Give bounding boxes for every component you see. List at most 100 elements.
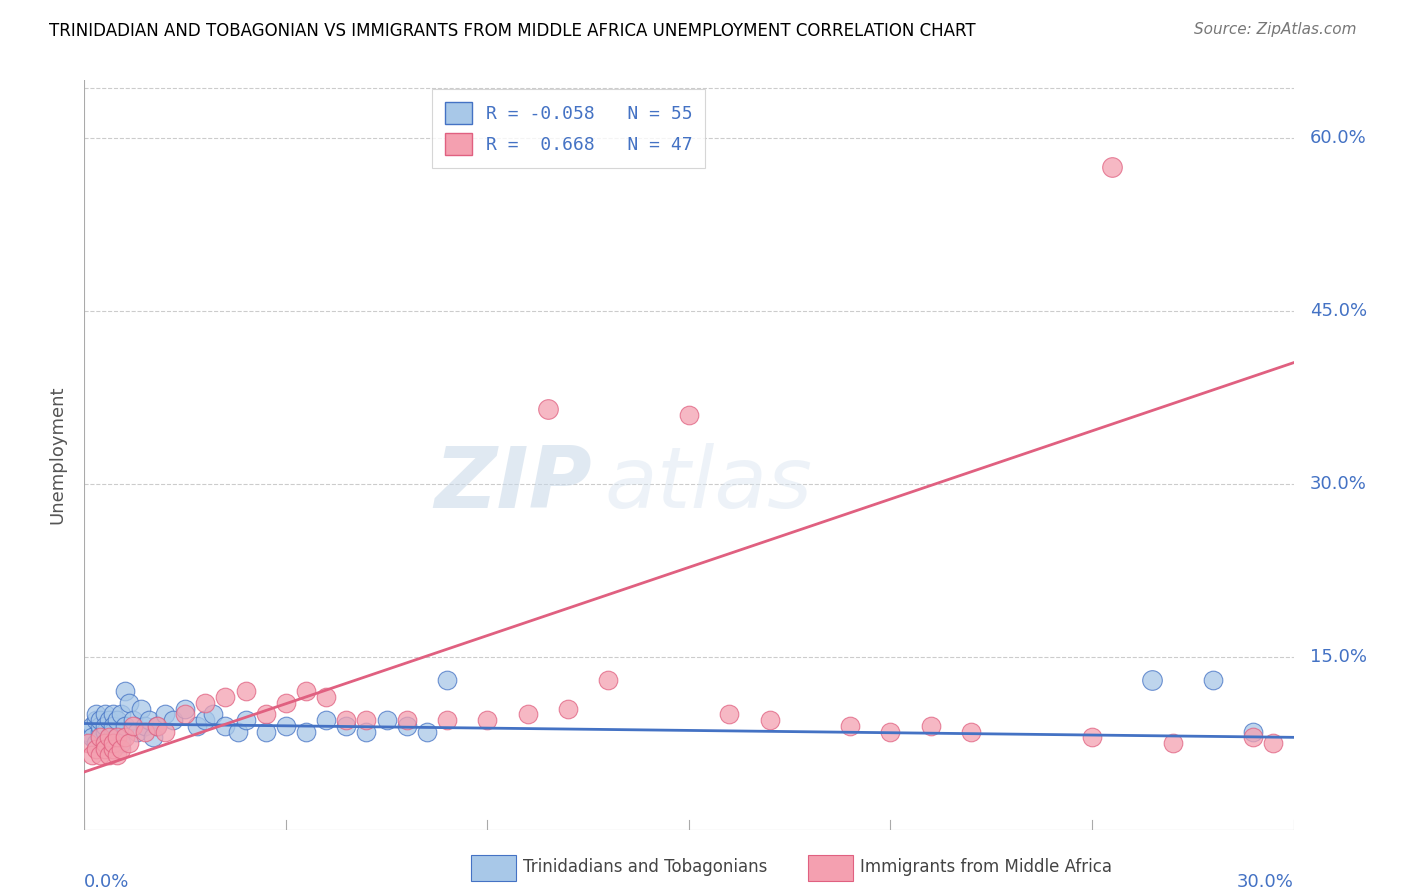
Point [254,724,277,739]
Point [110,707,132,722]
Point [356,713,378,727]
Point [174,707,197,722]
Point [335,713,357,727]
Point [235,713,257,727]
Point [89,719,111,733]
Point [86,736,108,750]
Point [1202,673,1225,687]
Point [86,742,108,756]
Point [121,719,143,733]
Point [118,736,141,750]
Point [114,684,136,698]
Point [134,724,156,739]
Point [315,690,337,704]
Text: 45.0%: 45.0% [1309,301,1367,320]
Point [1101,160,1123,174]
Point [82,731,104,745]
Point [153,724,176,739]
Point [97,731,120,745]
Legend: R = -0.058   N = 55, R =  0.668   N = 47: R = -0.058 N = 55, R = 0.668 N = 47 [432,89,706,168]
Point [105,731,128,745]
Point [105,747,128,762]
Point [186,719,208,733]
Point [162,713,184,727]
Text: atlas: atlas [605,443,813,526]
Point [315,713,337,727]
Point [105,713,128,727]
Point [194,713,217,727]
Point [477,713,499,727]
Point [114,719,136,733]
Point [101,742,124,756]
Point [77,724,100,739]
Point [93,736,115,750]
Point [1263,736,1285,750]
Point [295,724,318,739]
Point [114,731,136,745]
Point [1241,724,1264,739]
Point [105,731,128,745]
Point [678,408,700,422]
Point [89,731,111,745]
Point [134,719,156,733]
Point [295,684,318,698]
Point [960,724,983,739]
Point [97,736,120,750]
Point [101,719,124,733]
Text: Immigrants from Middle Africa: Immigrants from Middle Africa [860,858,1112,876]
Point [214,690,236,704]
Point [82,719,104,733]
Text: Trinidadians and Tobagonians: Trinidadians and Tobagonians [523,858,768,876]
Point [89,731,111,745]
Point [153,707,176,722]
Point [110,742,132,756]
Text: 0.0%: 0.0% [84,873,129,891]
Point [758,713,780,727]
Point [395,719,418,733]
Point [86,713,108,727]
Point [335,719,357,733]
Text: 30.0%: 30.0% [1309,475,1367,492]
Point [718,707,741,722]
Point [598,673,620,687]
Text: Unemployment: Unemployment [49,385,66,524]
Point [93,707,115,722]
Point [101,707,124,722]
Point [920,719,942,733]
Point [194,696,217,710]
Point [416,724,439,739]
Point [93,719,115,733]
Point [226,724,249,739]
Point [436,673,458,687]
Point [375,713,398,727]
Point [101,724,124,739]
Text: ZIP: ZIP [434,443,592,526]
Point [557,701,579,715]
Point [89,724,111,739]
Point [93,742,115,756]
Point [274,696,297,710]
Text: 30.0%: 30.0% [1237,873,1294,891]
Point [1241,731,1264,745]
Point [125,724,148,739]
Point [356,724,378,739]
Point [1142,673,1164,687]
Point [82,747,104,762]
Point [118,696,141,710]
Point [93,724,115,739]
Point [235,684,257,698]
Point [129,701,152,715]
Point [1081,731,1104,745]
Point [110,736,132,750]
Point [86,707,108,722]
Point [142,731,165,745]
Point [146,719,169,733]
Point [77,736,100,750]
Point [516,707,538,722]
Point [97,731,120,745]
Text: 60.0%: 60.0% [1309,129,1367,147]
Point [395,713,418,727]
Point [138,713,160,727]
Point [174,701,197,715]
Text: Source: ZipAtlas.com: Source: ZipAtlas.com [1194,22,1357,37]
